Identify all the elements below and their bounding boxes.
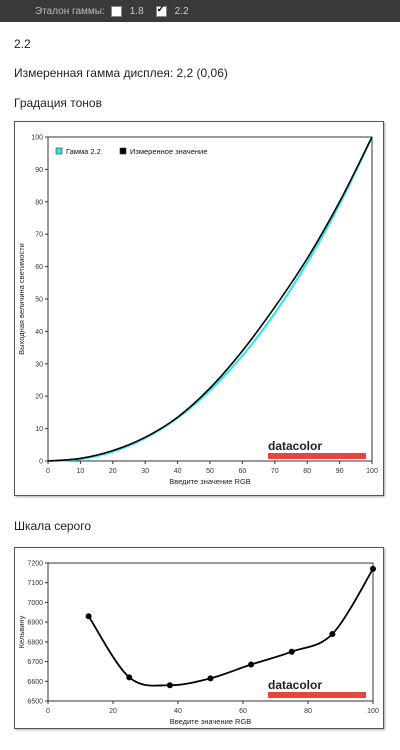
datacolor-logo-text: datacolor bbox=[268, 678, 322, 692]
checkbox-gamma-1-8[interactable] bbox=[110, 5, 122, 17]
x-tick-label: 0 bbox=[46, 468, 50, 475]
y-tick-label: 10 bbox=[35, 426, 43, 433]
x-axis-label: Введите значение RGB bbox=[169, 477, 251, 486]
x-tick-label: 70 bbox=[271, 468, 279, 475]
data-point bbox=[248, 661, 255, 668]
x-tick-label: 50 bbox=[206, 468, 214, 475]
selected-gamma: 2.2 bbox=[14, 37, 31, 51]
x-tick-label: 20 bbox=[109, 468, 117, 475]
y-tick-label: 6600 bbox=[27, 679, 43, 686]
y-tick-label: 7000 bbox=[27, 600, 43, 607]
gamma-option-1-8[interactable]: 1.8 bbox=[110, 5, 144, 17]
plot-area bbox=[47, 136, 373, 462]
y-tick-label: 20 bbox=[35, 394, 43, 401]
x-tick-label: 100 bbox=[366, 468, 378, 475]
gamma-option-2-2-label: 2.2 bbox=[174, 5, 189, 17]
y-tick-label: 6800 bbox=[27, 639, 43, 646]
x-tick-label: 100 bbox=[367, 708, 379, 715]
data-point bbox=[370, 565, 376, 572]
y-tick-label: 60 bbox=[35, 264, 43, 271]
x-axis-label: Введите значение RGB bbox=[170, 717, 252, 726]
gamma-option-1-8-label: 1.8 bbox=[129, 5, 144, 17]
datacolor-logo-bar bbox=[268, 453, 366, 459]
legend-label: Измеренное значение bbox=[130, 147, 207, 156]
grayscale-chart-svg: 0 20 40 60 80 100 6500 6600 6700 6800 6900 7000 7100… bbox=[17, 561, 379, 727]
y-tick-label: 0 bbox=[39, 459, 43, 466]
x-tick-label: 0 bbox=[46, 708, 50, 715]
y-tick-label: 6900 bbox=[27, 620, 43, 627]
series-line bbox=[47, 136, 373, 463]
x-tick-label: 30 bbox=[141, 468, 149, 475]
legend-swatch bbox=[55, 147, 63, 155]
gray-section-title: Шкала серого bbox=[14, 519, 92, 533]
y-axis-label: Выходная величина светимости bbox=[17, 243, 26, 355]
y-tick-label: 7100 bbox=[27, 580, 43, 587]
x-tick-label: 40 bbox=[174, 708, 182, 715]
data-point bbox=[166, 682, 173, 689]
y-tick-label: 90 bbox=[35, 167, 43, 174]
data-point bbox=[126, 674, 133, 681]
data-point bbox=[85, 613, 92, 620]
checkbox-gamma-2-2[interactable] bbox=[155, 4, 167, 17]
tone-chart-svg: 0 10 20 30 40 50 60 70 80 90 100 0 10 20 30 40 50 60 70 80 9… bbox=[17, 135, 378, 487]
datacolor-logo-text: datacolor bbox=[268, 439, 322, 453]
datacolor-logo-bar bbox=[268, 692, 366, 698]
x-tick-label: 60 bbox=[239, 468, 247, 475]
tone-chart: 0 10 20 30 40 50 60 70 80 90 100 0 10 20 30 40 50 60 70 80 9… bbox=[14, 121, 384, 496]
x-tick-label: 10 bbox=[77, 468, 85, 475]
x-tick-label: 40 bbox=[174, 468, 182, 475]
y-tick-label: 6500 bbox=[27, 699, 43, 706]
legend-swatch bbox=[119, 147, 127, 155]
plot-area bbox=[47, 562, 374, 702]
y-tick-label: 7200 bbox=[27, 561, 43, 568]
y-tick-label: 6700 bbox=[27, 659, 43, 666]
data-point bbox=[288, 648, 295, 655]
gamma-reference-label: Эталон гаммы: bbox=[35, 5, 105, 17]
top-toolbar: Эталон гаммы: 1.8 2.2 bbox=[0, 0, 400, 22]
data-point bbox=[207, 675, 214, 682]
grayscale-chart: 0 20 40 60 80 100 6500 6600 6700 6800 6900 7000 7100… bbox=[14, 547, 384, 729]
gamma-option-2-2[interactable]: 2.2 bbox=[155, 4, 189, 17]
y-tick-label: 50 bbox=[35, 297, 43, 304]
x-tick-label: 80 bbox=[303, 468, 311, 475]
legend-label: Гамма 2.2 bbox=[66, 147, 101, 156]
x-tick-label: 60 bbox=[239, 708, 247, 715]
x-tick-label: 20 bbox=[109, 708, 117, 715]
series-line bbox=[47, 136, 373, 462]
y-tick-label: 30 bbox=[35, 361, 43, 368]
tone-section-title: Градация тонов bbox=[14, 96, 102, 110]
y-axis-label: Кельвину bbox=[17, 615, 26, 648]
data-point bbox=[329, 630, 336, 637]
series-line bbox=[87, 568, 374, 687]
y-tick-label: 80 bbox=[35, 199, 43, 206]
x-tick-label: 90 bbox=[336, 468, 344, 475]
x-tick-label: 80 bbox=[304, 708, 312, 715]
y-tick-label: 100 bbox=[31, 135, 43, 142]
measured-gamma-text: Измеренная гамма дисплея: 2,2 (0,06) bbox=[14, 66, 228, 80]
y-tick-label: 70 bbox=[35, 232, 43, 239]
y-tick-label: 40 bbox=[35, 329, 43, 336]
